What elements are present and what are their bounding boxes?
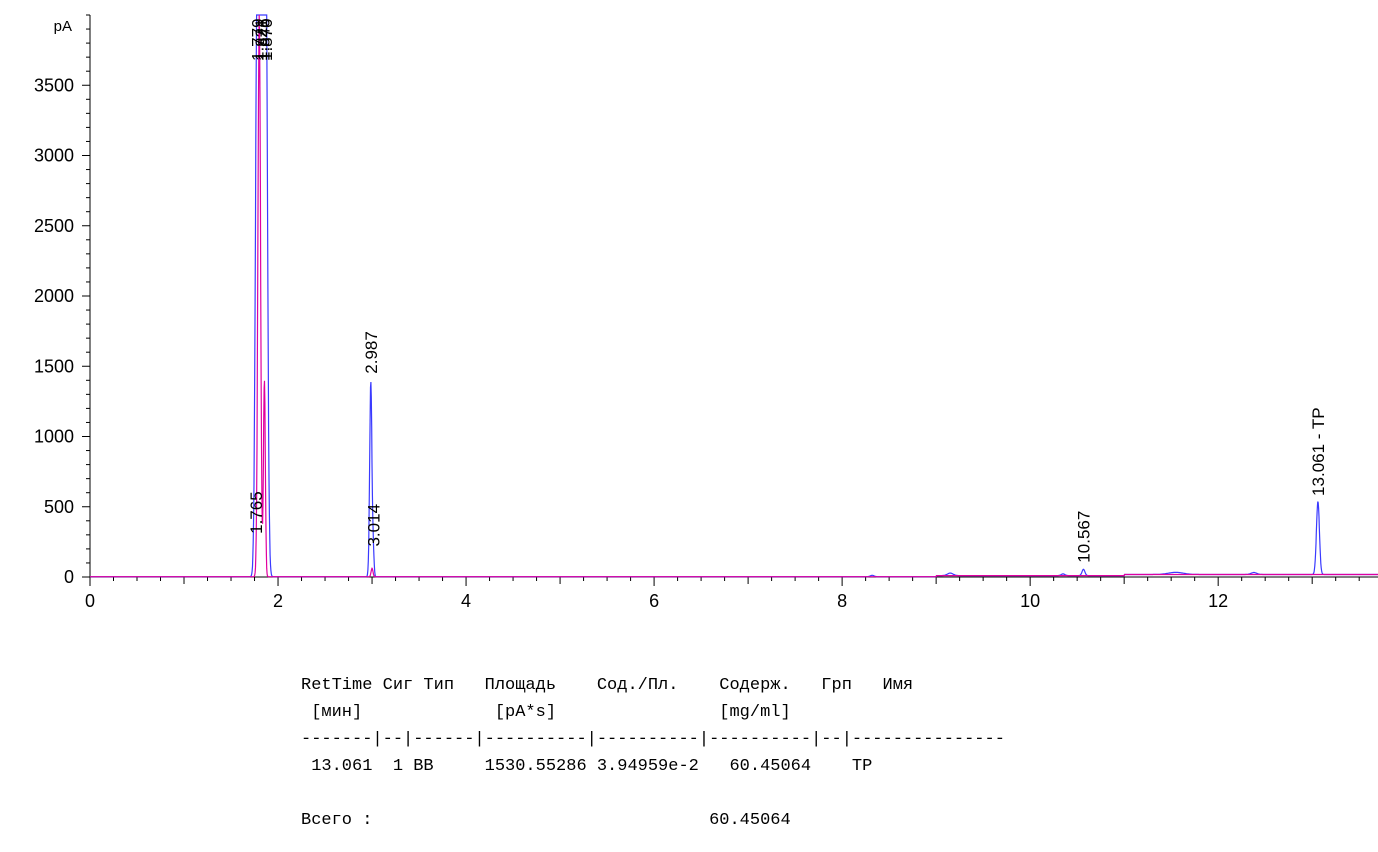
x-tick-label: 0	[85, 591, 95, 611]
report-blank-line	[301, 780, 1005, 807]
x-tick-label: 10	[1020, 591, 1040, 611]
report-total-line: Всего : 60.45064	[301, 811, 791, 830]
y-tick-label: 0	[64, 567, 74, 587]
report-row: 13.061 1 BB 1530.55286 3.94959e-2 60.450…	[301, 757, 873, 776]
y-tick-label: 3500	[34, 75, 74, 95]
peak-label: 3.014	[364, 504, 383, 547]
report-units-line: [мин] [pA*s] [mg/ml]	[301, 703, 791, 722]
x-tick-label: 2	[273, 591, 283, 611]
peak-label: 1.846	[255, 18, 274, 61]
peak-label: 1.870	[257, 18, 276, 61]
peak-label: 1.821	[252, 18, 271, 61]
y-tick-label: 2000	[34, 286, 74, 306]
y-tick-label: 1500	[34, 356, 74, 376]
report-separator-line: -------|--|------|----------|----------|…	[301, 730, 1005, 749]
signal-trace-2	[90, 14, 1378, 578]
chromatogram: 0 500 1000 1500 2000 2500 3000 3500 pA 0 2 4 6 8 10 12 1…	[34, 14, 1378, 611]
signal-trace-1	[90, 14, 1378, 578]
y-tick-label: 3000	[34, 146, 74, 166]
report-header-line: RetTime Сиг Тип Площадь Сод./Пл. Содерж.…	[301, 676, 914, 695]
x-tick-label: 8	[837, 591, 847, 611]
x-tick-label: 12	[1208, 591, 1228, 611]
y-tick-label: 1000	[34, 427, 74, 447]
chromatogram-plot: 0 500 1000 1500 2000 2500 3000 3500 pA 0 2 4 6 8 10 12 1…	[34, 14, 1378, 611]
y-unit-label: pA	[54, 18, 72, 35]
results-report: RetTime Сиг Тип Площадь Сод./Пл. Содерж.…	[301, 672, 1005, 834]
peak-label: 1.779	[248, 18, 267, 61]
peak-label: 10.567	[1074, 511, 1093, 563]
y-tick-label: 2500	[34, 216, 74, 236]
peak-label: 2.987	[362, 331, 381, 374]
y-tick-label: 500	[44, 497, 74, 517]
peak-label: 1.765	[247, 491, 266, 534]
x-tick-label: 4	[461, 591, 471, 611]
peak-label: 13.061 - TP	[1309, 407, 1328, 496]
x-tick-label: 6	[649, 591, 659, 611]
